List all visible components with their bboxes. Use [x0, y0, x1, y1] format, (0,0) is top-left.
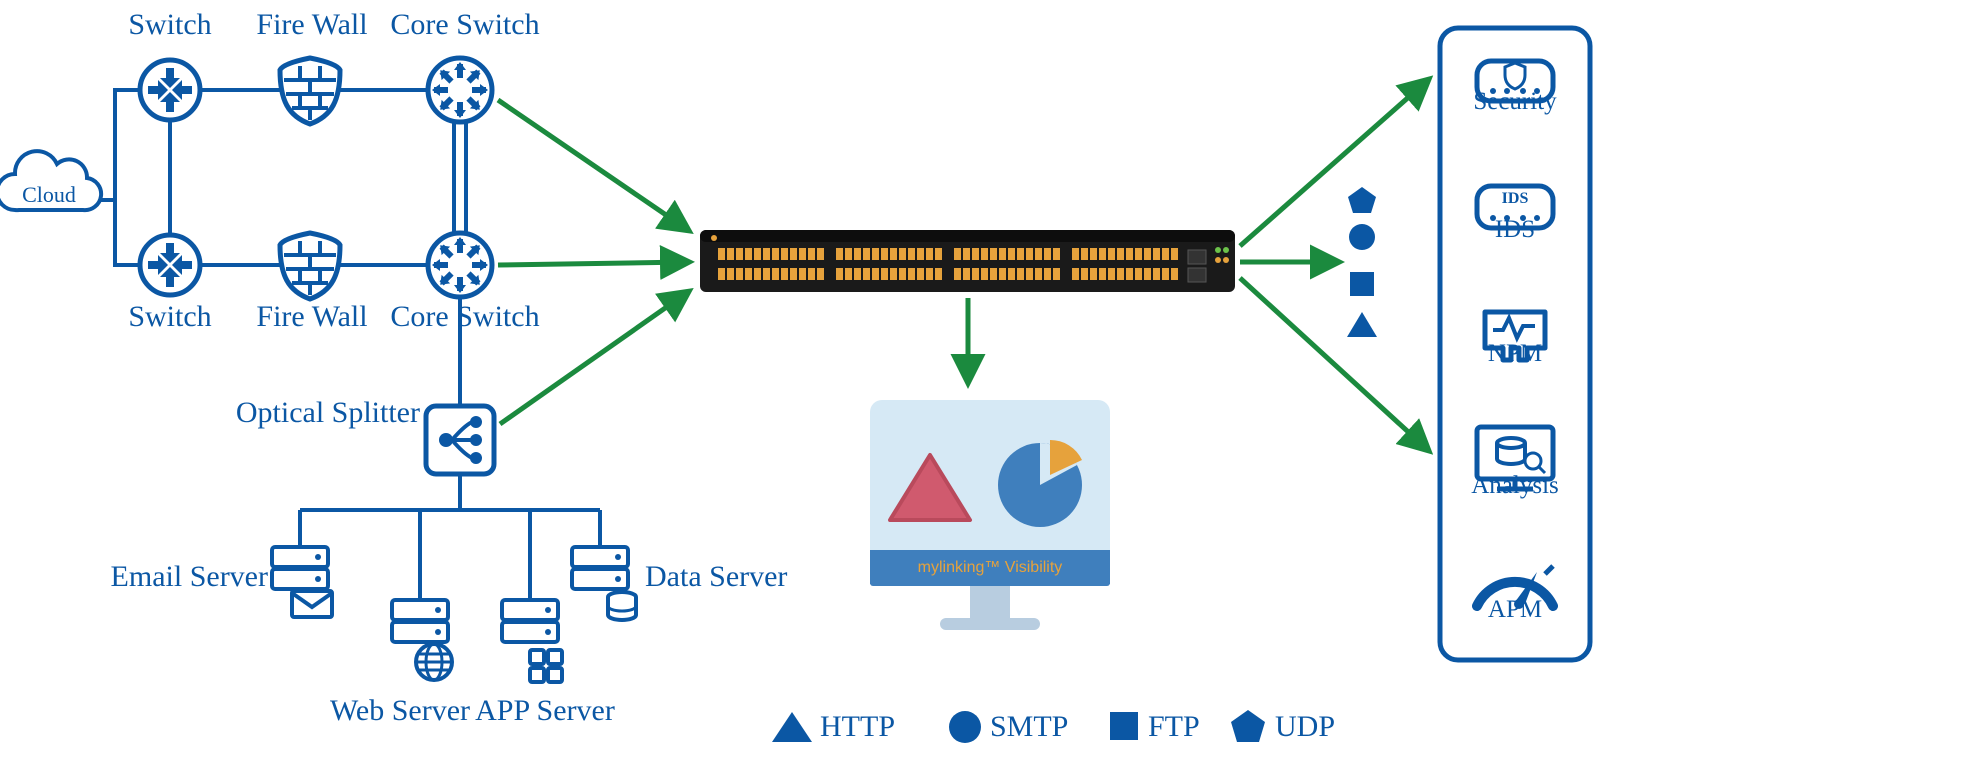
switch-bottom-label: Switch	[128, 300, 211, 334]
firewall-top-icon	[280, 58, 340, 124]
apm-label: APM	[1488, 596, 1542, 624]
legend-ftp: FTP	[1148, 710, 1200, 744]
legend-smtp: SMTP	[990, 710, 1068, 744]
app-server-icon	[502, 600, 562, 682]
ftp-square-icon	[1110, 712, 1138, 740]
app-label: APP Server	[475, 694, 615, 728]
visibility-monitor-icon: mylinking™ Visibility	[870, 400, 1110, 630]
switch-top-icon	[140, 60, 200, 120]
data-label: Data Server	[645, 560, 787, 594]
ids-label: IDS	[1495, 216, 1535, 244]
data-server-icon	[572, 547, 636, 620]
cloud-icon: Cloud	[0, 151, 101, 210]
npm-label: NPM	[1488, 340, 1542, 368]
web-server-icon	[392, 600, 452, 680]
legend-http: HTTP	[820, 710, 895, 744]
firewall-bottom-icon	[280, 233, 340, 299]
optical-splitter-icon	[426, 406, 494, 474]
web-label: Web Server	[330, 694, 470, 728]
core-switch-bottom-icon	[428, 233, 492, 297]
protocol-shapes-branch	[1347, 187, 1377, 337]
splitter-label: Optical Splitter	[236, 396, 420, 430]
legend-udp: UDP	[1275, 710, 1335, 744]
udp-pentagon-icon	[1231, 710, 1265, 742]
core-top-label: Core Switch	[390, 8, 539, 42]
svg-text:IDS: IDS	[1502, 190, 1529, 207]
analysis-label: Analysis	[1471, 472, 1559, 500]
topology-lines	[95, 90, 600, 598]
http-triangle-icon	[772, 712, 812, 742]
visibility-label: mylinking™ Visibility	[918, 559, 1063, 576]
cloud-label: Cloud	[22, 182, 76, 207]
email-label: Email Server	[111, 560, 268, 594]
switch-bottom-icon	[140, 235, 200, 295]
smtp-circle-icon	[949, 711, 981, 743]
security-label: Security	[1473, 88, 1556, 116]
core-switch-top-icon	[428, 58, 492, 122]
email-server-icon	[272, 547, 332, 617]
switch-top-label: Switch	[128, 8, 211, 42]
firewall-bottom-label: Fire Wall	[256, 300, 367, 334]
diagram-canvas: Cloud	[0, 0, 1983, 765]
rack-switch-icon	[700, 230, 1235, 292]
core-bottom-label: Core Switch	[390, 300, 539, 334]
firewall-top-label: Fire Wall	[256, 8, 367, 42]
